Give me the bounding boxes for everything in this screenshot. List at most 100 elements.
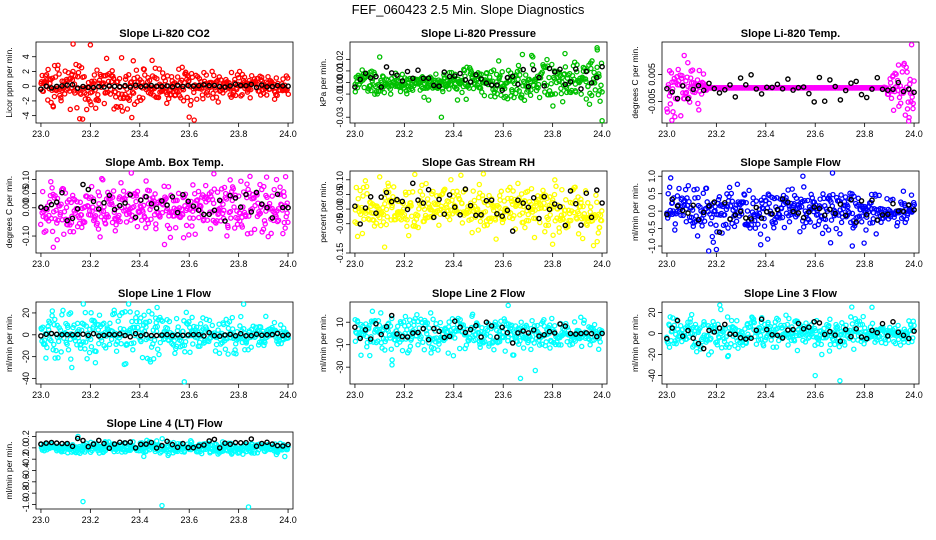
- data-point: [180, 98, 187, 104]
- data-point: [511, 212, 517, 219]
- data-point: [167, 234, 174, 241]
- data-point: [753, 198, 760, 204]
- data-point: [833, 225, 839, 232]
- black-point: [821, 98, 828, 104]
- data-point: [490, 67, 497, 73]
- y-tick-label: -30: [335, 361, 345, 374]
- outlier-point: [669, 117, 675, 124]
- outlier-point: [681, 52, 687, 59]
- data-point: [689, 67, 696, 73]
- data-point: [519, 51, 526, 58]
- data-point: [361, 84, 367, 91]
- data-point: [687, 316, 694, 322]
- black-point: [679, 83, 686, 89]
- black-point: [674, 317, 681, 324]
- data-point: [761, 223, 768, 229]
- data-point: [248, 344, 254, 350]
- x-tick-label: 23.0: [346, 390, 364, 400]
- data-point: [587, 209, 593, 215]
- data-point: [79, 224, 85, 231]
- data-point: [95, 97, 102, 104]
- data-point: [74, 105, 80, 111]
- data-point: [549, 61, 555, 68]
- outlier-point: [594, 45, 600, 51]
- black-point: [201, 211, 207, 218]
- data-point: [696, 67, 703, 74]
- black-point: [509, 228, 516, 234]
- data-point: [139, 354, 146, 361]
- data-point: [499, 69, 505, 75]
- black-point: [695, 82, 702, 89]
- outlier-point: [186, 114, 192, 120]
- data-point: [721, 212, 728, 218]
- data-point: [164, 100, 170, 107]
- black-point: [530, 66, 537, 73]
- data-point: [246, 213, 252, 219]
- data-point: [268, 230, 274, 237]
- data-point: [284, 200, 290, 206]
- data-point: [115, 104, 121, 110]
- data-point: [571, 319, 578, 325]
- black-point: [253, 84, 260, 91]
- data-point: [39, 188, 46, 195]
- black-point: [227, 192, 233, 199]
- data-point: [363, 333, 370, 340]
- data-point: [674, 193, 681, 199]
- x-tick-label: 23.0: [32, 515, 50, 525]
- data-point: [95, 91, 101, 98]
- black-point: [711, 85, 718, 92]
- black-point: [415, 197, 421, 203]
- data-point: [574, 61, 580, 68]
- data-point: [553, 183, 559, 190]
- data-point: [827, 341, 834, 348]
- data-point: [368, 87, 374, 94]
- data-point: [433, 193, 440, 199]
- data-point: [906, 81, 913, 87]
- y-tick-label: -20: [647, 348, 657, 361]
- black-point: [722, 87, 728, 93]
- black-point: [525, 83, 532, 90]
- y-tick-label: 0.2: [21, 430, 31, 443]
- data-point: [676, 185, 682, 192]
- data-point: [221, 207, 227, 214]
- black-point: [174, 331, 181, 338]
- data-point: [209, 322, 216, 329]
- data-point: [545, 222, 552, 228]
- data-point: [550, 103, 556, 109]
- data-point: [515, 76, 521, 83]
- black-point: [578, 86, 584, 92]
- data-point: [218, 77, 224, 83]
- black-point: [388, 70, 395, 76]
- data-point: [818, 341, 825, 348]
- data-point: [809, 195, 816, 201]
- data-point: [695, 194, 701, 201]
- data-point: [686, 198, 692, 205]
- data-point: [241, 326, 247, 332]
- data-point: [184, 94, 190, 101]
- data-point: [717, 302, 723, 308]
- data-point: [900, 188, 907, 194]
- data-point: [115, 91, 122, 97]
- data-point: [190, 341, 196, 347]
- data-point: [415, 224, 421, 231]
- data-point: [678, 75, 685, 82]
- data-point: [52, 316, 58, 323]
- data-point: [141, 312, 147, 318]
- data-point: [129, 89, 136, 95]
- data-point: [156, 66, 163, 72]
- data-point: [685, 182, 692, 189]
- data-point: [367, 82, 374, 89]
- black-point: [153, 205, 160, 211]
- black-point: [90, 198, 97, 205]
- data-point: [459, 200, 465, 207]
- black-point: [127, 84, 134, 90]
- black-point: [180, 332, 186, 339]
- black-point: [816, 320, 823, 326]
- outlier-point: [812, 372, 818, 379]
- data-point: [184, 205, 190, 212]
- data-point: [182, 338, 189, 345]
- data-point: [543, 222, 549, 229]
- black-point: [420, 325, 427, 332]
- black-point: [106, 331, 113, 338]
- data-point: [543, 339, 549, 345]
